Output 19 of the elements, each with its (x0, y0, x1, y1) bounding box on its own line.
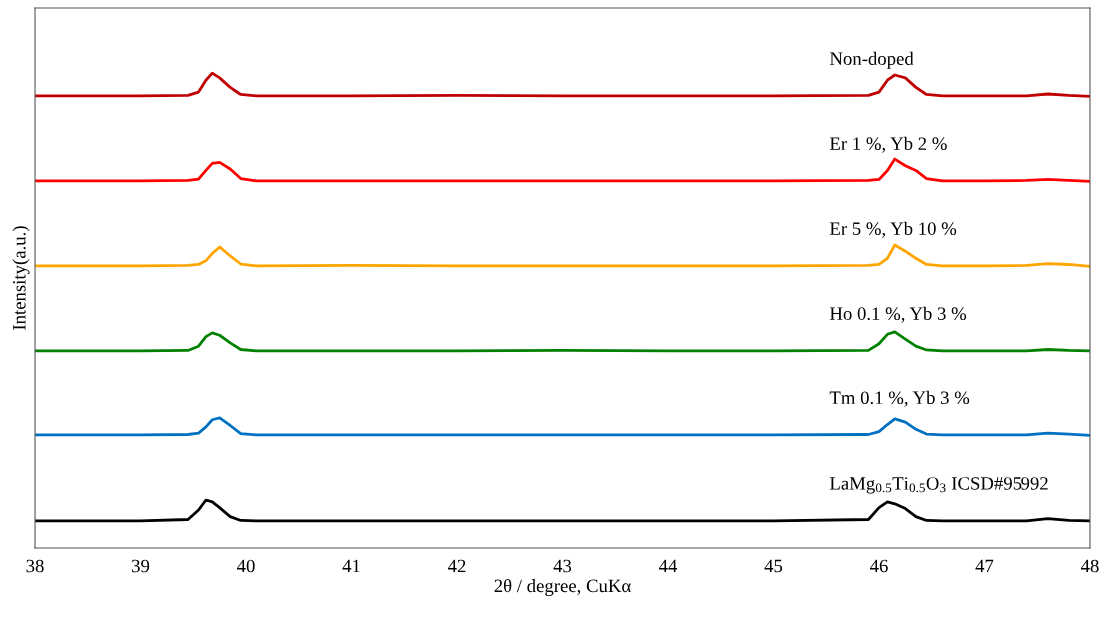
x-tick-label: 48 (1080, 559, 1099, 573)
x-axis-title: 2θ / degree, CuKα (494, 578, 631, 597)
series-label: Er 5 %, Yb 10 % (829, 221, 957, 238)
series-label: Tm 0.1 %, Yb 3 % (829, 390, 970, 407)
x-tick-label: 40 (237, 559, 255, 573)
series-label: Non-doped (829, 51, 914, 69)
series-label: LaMg$_{0.5}$Ti$_{0.5}$O$_{3}$ ICSD#95992 (829, 477, 1048, 494)
y-axis-title: Intensity(a.u.) (12, 226, 30, 330)
x-tick-label: 43 (553, 559, 572, 573)
x-tick-label: 47 (975, 559, 994, 573)
x-tick-label: 45 (764, 559, 783, 573)
series-label: Ho 0.1 %, Yb 3 % (829, 306, 967, 323)
x-tick-label: 42 (448, 559, 466, 573)
x-tick-label: 38 (26, 559, 44, 573)
series-label: Er 1 %, Yb 2 % (829, 136, 947, 153)
x-tick-label: 41 (342, 559, 360, 573)
x-tick-label: 44 (658, 559, 678, 573)
x-tick-label: 46 (869, 559, 888, 573)
x-tick-label: 39 (132, 559, 150, 573)
